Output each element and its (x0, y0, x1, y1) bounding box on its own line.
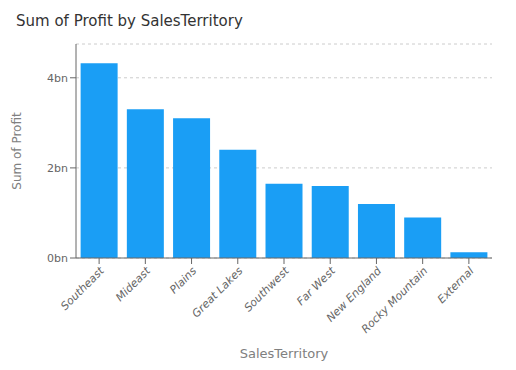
svg-text:SalesTerritory: SalesTerritory (240, 346, 329, 361)
svg-text:Mideast: Mideast (113, 264, 153, 304)
svg-text:Southeast: Southeast (58, 264, 107, 313)
svg-text:External: External (435, 264, 477, 306)
svg-text:Southwest: Southwest (242, 264, 293, 315)
svg-text:Great Lakes: Great Lakes (189, 264, 245, 320)
svg-text:Rocky Mountain: Rocky Mountain (359, 264, 430, 335)
svg-text:0bn: 0bn (47, 252, 68, 265)
svg-text:New England: New England (323, 264, 385, 325)
html-text:Sum of Profit by SalesTerritor: Sum of Profit by SalesTerritory (16, 12, 243, 30)
svg-text:Sum of Profit: Sum of Profit (10, 112, 24, 190)
svg-text:2bn: 2bn (47, 162, 68, 175)
svg-text:Plains: Plains (167, 264, 199, 296)
svg-text:Far West: Far West (294, 264, 338, 308)
svg-text:4bn: 4bn (47, 72, 68, 85)
